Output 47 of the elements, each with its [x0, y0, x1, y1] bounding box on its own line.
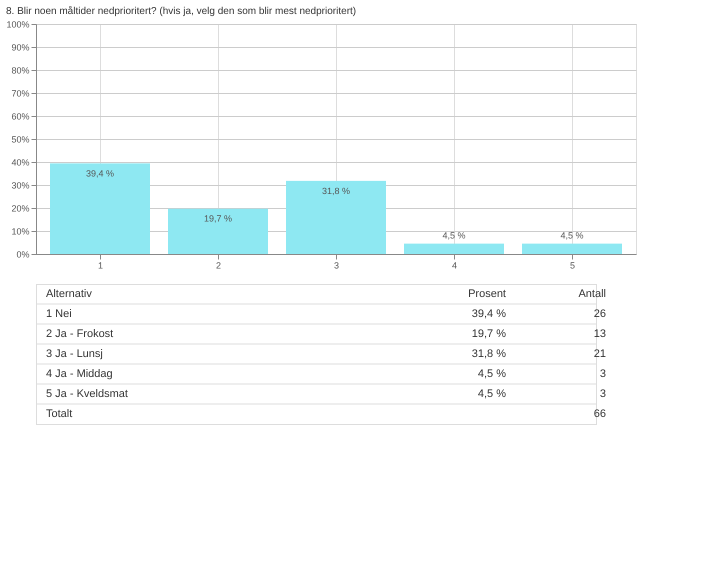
text: 5 Ja - Kveldsmat: [46, 388, 128, 400]
y-tick-label: 60%: [11, 112, 30, 122]
text: Prosent: [468, 288, 506, 300]
text: 4,5 %: [478, 368, 506, 380]
data-label: 4,5 %: [442, 230, 466, 241]
text: 3: [600, 368, 606, 380]
text: 66: [594, 408, 606, 420]
text: 3 Ja - Lunsj: [46, 348, 103, 360]
x-tick-label: 5: [570, 260, 576, 270]
bar: [522, 244, 622, 254]
bar: [50, 163, 150, 254]
data-label: 4,5 %: [560, 230, 584, 241]
text: 26: [594, 308, 606, 320]
text: 1 Nei: [46, 308, 72, 320]
text: Antall: [578, 288, 606, 300]
bar: [404, 244, 504, 254]
text: Totalt: [46, 408, 72, 420]
data-label: 31,8 %: [322, 186, 350, 196]
text: 21: [594, 348, 606, 360]
x-tick-label: 3: [334, 260, 340, 270]
y-tick-label: 50%: [11, 134, 30, 144]
y-tick-label: 40%: [11, 158, 30, 168]
y-tick-label: 20%: [11, 204, 30, 214]
bar: [286, 180, 386, 254]
x-tick-label: 2: [216, 260, 222, 270]
chart-title: 8. Blir noen måltider nedprioritert? (hvis ja, velg den som blir mest nedprioritert): [6, 5, 356, 17]
y-tick-label: 80%: [11, 66, 30, 76]
x-tick-label: 1: [98, 260, 104, 270]
y-tick-label: 0%: [16, 250, 30, 260]
text: Alternativ: [46, 288, 92, 300]
text: 39,4 %: [472, 308, 506, 320]
data-label: 19,7 %: [204, 214, 232, 224]
bar: [168, 208, 268, 254]
y-tick-label: 70%: [11, 88, 30, 98]
text: 4 Ja - Middag: [46, 368, 113, 380]
text: 4,5 %: [478, 388, 506, 400]
x-tick-label: 4: [452, 260, 458, 270]
text: 19,7 %: [472, 328, 506, 340]
y-tick-label: 10%: [11, 226, 30, 236]
y-tick-label: 100%: [6, 20, 30, 30]
data-label: 39,4 %: [86, 168, 114, 178]
y-tick-label: 90%: [11, 42, 30, 52]
text: 13: [594, 328, 606, 340]
y-tick-label: 30%: [11, 180, 30, 190]
text: 2 Ja - Frokost: [46, 328, 114, 340]
text: 31,8 %: [472, 348, 506, 360]
text: 3: [600, 388, 606, 400]
